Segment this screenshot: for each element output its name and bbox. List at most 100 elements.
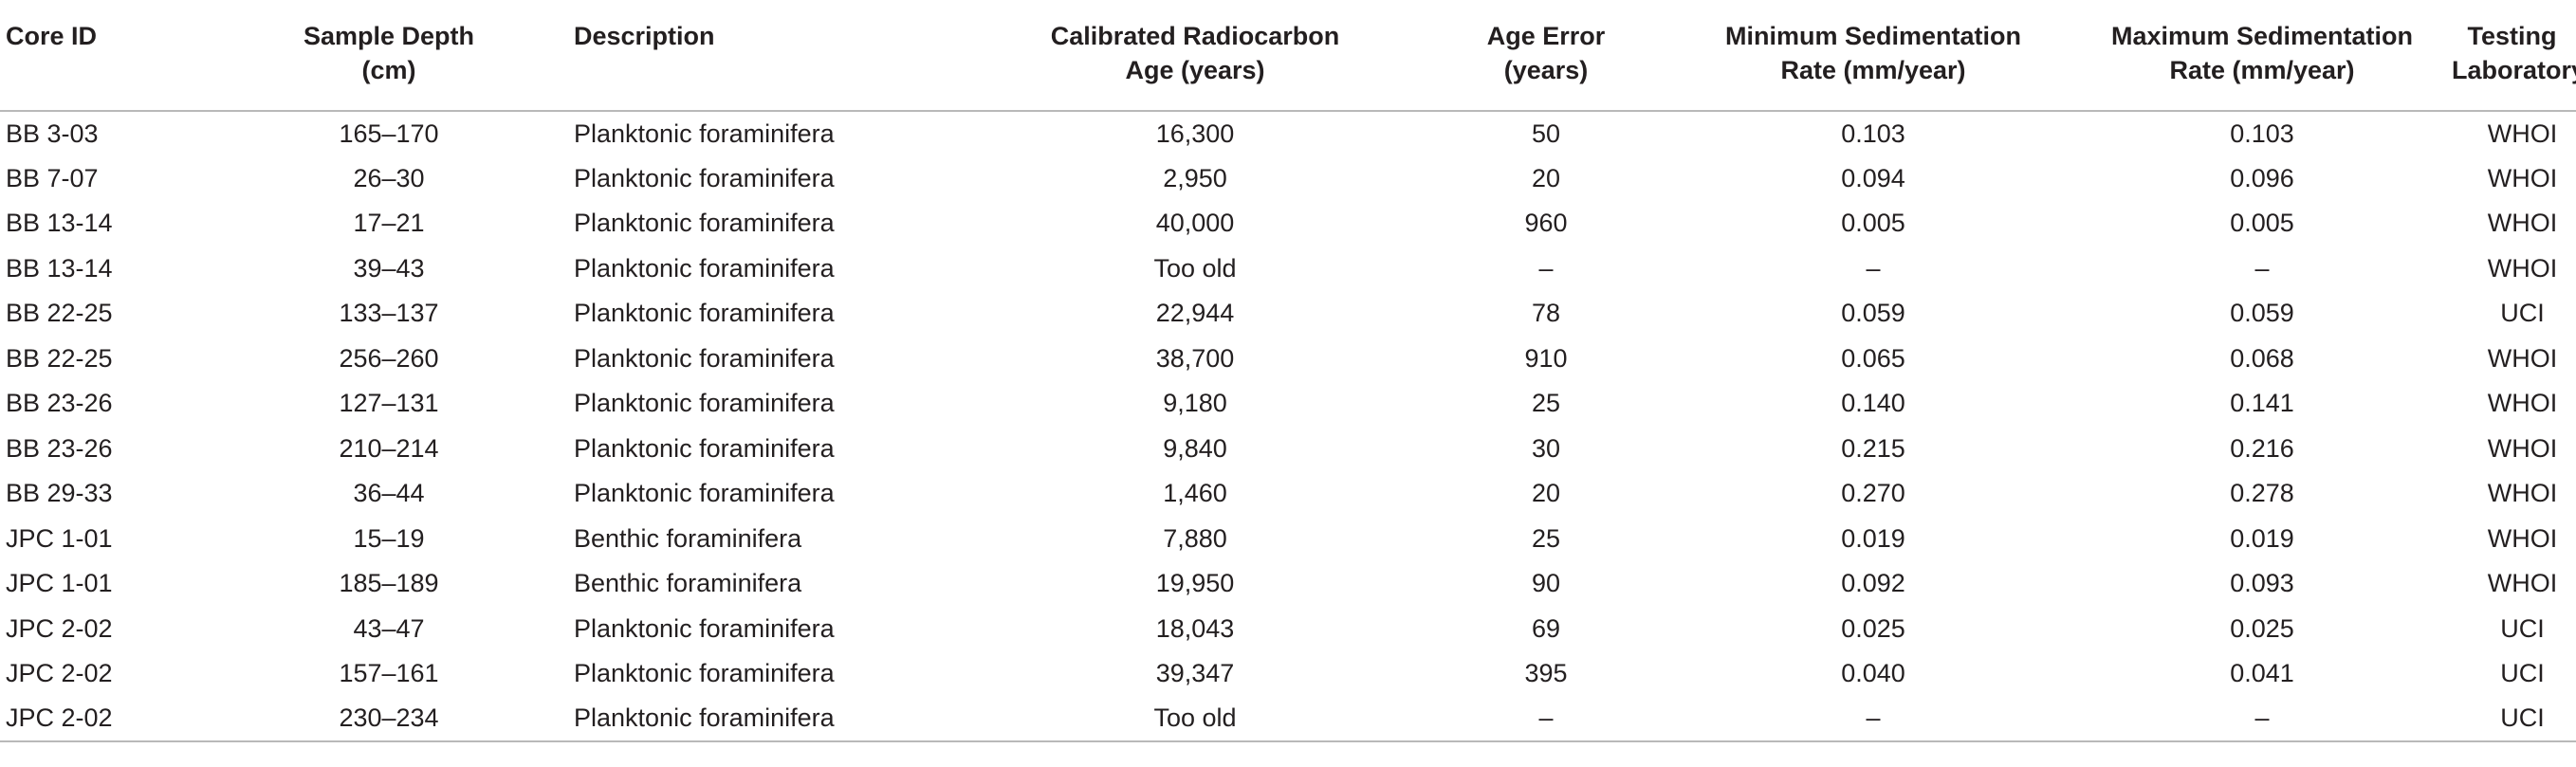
cell-description: Planktonic foraminifera [574, 389, 835, 418]
cell-sample-depth: 39–43 [353, 253, 425, 283]
cell-core-id: BB 3-03 [6, 119, 99, 148]
cell-calibrated-age: 40,000 [1155, 209, 1235, 238]
header-sample-depth-line1: Sample Depth [303, 22, 475, 50]
cell-description: Planktonic foraminifera [574, 433, 835, 463]
cell-calibrated-age: 7,880 [1163, 523, 1227, 553]
header-core-id: Core ID [0, 0, 204, 112]
cell-sample-depth: 36–44 [353, 479, 425, 508]
cell-testing-laboratory: WHOI [2487, 523, 2558, 553]
header-max-sedimentation-line1: Maximum Sedimentation [2110, 22, 2414, 50]
cell-core-id: JPC 1-01 [6, 569, 113, 598]
header-sample-depth: Sample Depth (cm) [204, 0, 574, 112]
header-age-error-line1: Age Error [1486, 22, 1606, 50]
header-testing-laboratory-line1: Testing [2467, 22, 2557, 50]
cell-sample-depth: 185–189 [339, 569, 439, 598]
cell-max-sedimentation: 0.005 [2230, 209, 2294, 238]
cell-testing-laboratory: WHOI [2487, 479, 2558, 508]
cell-core-id: BB 7-07 [6, 163, 99, 192]
header-row: Core ID Sample Depth (cm) Description Ca… [0, 0, 2576, 112]
cell-age-error: 30 [1531, 433, 1561, 463]
cell-description: Planktonic foraminifera [574, 343, 835, 373]
cell-max-sedimentation: 0.019 [2230, 523, 2294, 553]
cell-max-sedimentation: 0.025 [2230, 613, 2294, 643]
cell-core-id: JPC 2-02 [6, 659, 113, 688]
header-min-sedimentation-line2: Rate (mm/year) [1780, 56, 1966, 84]
cell-calibrated-age: 1,460 [1163, 479, 1227, 508]
header-calibrated-age: Calibrated Radiocarbon Age (years) [972, 0, 1418, 112]
header-max-sedimentation: Maximum Sedimentation Rate (mm/year) [2072, 0, 2452, 112]
cell-sample-depth: 256–260 [339, 343, 439, 373]
cell-calibrated-age: 2,950 [1163, 163, 1227, 192]
cell-age-error: 20 [1531, 163, 1561, 192]
cell-min-sedimentation: 0.005 [1841, 209, 1905, 238]
cell-testing-laboratory: WHOI [2487, 389, 2558, 418]
cell-core-id: BB 22-25 [6, 343, 113, 373]
table-row: JPC 2-02 157–161 Planktonic foraminifera 39… [0, 651, 2576, 697]
cell-min-sedimentation: 0.092 [1841, 569, 1905, 598]
cell-testing-laboratory: WHOI [2487, 569, 2558, 598]
cell-core-id: BB 23-26 [6, 433, 113, 463]
cell-calibrated-age: Too old [972, 696, 1418, 742]
table-row: BB 23-26 210–214 Planktonic foraminifera 9,… [0, 427, 2576, 472]
cell-min-sedimentation: – [1866, 253, 1881, 283]
cell-description: Planktonic foraminifera [574, 659, 835, 688]
cell-testing-laboratory: WHOI [2487, 209, 2558, 238]
cell-age-error: 78 [1531, 299, 1561, 328]
cell-max-sedimentation: 0.059 [2230, 299, 2294, 328]
cell-age-error: – [1418, 696, 1674, 742]
cell-description: Planktonic foraminifera [574, 209, 835, 238]
cell-max-sedimentation: – [2254, 253, 2270, 283]
cell-age-error: 25 [1531, 389, 1561, 418]
header-core-id-line1: Core ID [6, 22, 98, 50]
cell-core-id: BB 29-33 [6, 479, 113, 508]
cell-description: Benthic foraminifera [574, 569, 802, 598]
cell-testing-laboratory: WHOI [2487, 343, 2558, 373]
cell-calibrated-age: 9,840 [1163, 433, 1227, 463]
cell-age-error: 960 [1524, 209, 1568, 238]
cell-description: Planktonic foraminifera [574, 613, 835, 643]
cell-sample-depth: 165–170 [339, 119, 439, 148]
cell-sample-depth: 15–19 [353, 523, 425, 553]
cell-max-sedimentation: 0.216 [2230, 433, 2294, 463]
table-row: BB 13-14 17–21 Planktonic foraminifera 40,0… [0, 201, 2576, 247]
cell-max-sedimentation: 0.093 [2230, 569, 2294, 598]
header-testing-laboratory: Testing Laboratory [2452, 0, 2576, 112]
cell-core-id: BB 13-14 [6, 209, 113, 238]
cell-calibrated-age: Too old [1153, 253, 1237, 283]
table-row: BB 29-33 36–44 Planktonic foraminifera 1,46… [0, 471, 2576, 517]
cell-min-sedimentation: 0.140 [1841, 389, 1905, 418]
table-header: Core ID Sample Depth (cm) Description Ca… [0, 0, 2576, 112]
cell-max-sedimentation: – [2072, 696, 2452, 742]
cell-testing-laboratory: UCI [2500, 659, 2545, 688]
cell-max-sedimentation: 0.278 [2230, 479, 2294, 508]
cell-testing-laboratory: UCI [2500, 299, 2545, 328]
cell-sample-depth: 17–21 [353, 209, 425, 238]
cell-min-sedimentation: 0.025 [1841, 613, 1905, 643]
cell-max-sedimentation: 0.041 [2230, 659, 2294, 688]
header-min-sedimentation-line1: Minimum Sedimentation [1724, 22, 2022, 50]
cell-testing-laboratory: WHOI [2487, 163, 2558, 192]
cell-calibrated-age: 22,944 [1155, 299, 1235, 328]
table-row: BB 22-25 133–137 Planktonic foraminifera 22… [0, 291, 2576, 337]
cell-max-sedimentation: 0.141 [2230, 389, 2294, 418]
cell-description: Planktonic foraminifera [574, 479, 835, 508]
cell-sample-depth: 210–214 [339, 433, 439, 463]
table-row: JPC 1-01 15–19 Benthic foraminifera 7,880 25… [0, 517, 2576, 562]
cell-description: Planktonic foraminifera [574, 696, 972, 742]
header-calibrated-age-line1: Calibrated Radiocarbon [1050, 22, 1340, 50]
cell-min-sedimentation: – [1674, 696, 2072, 742]
cell-calibrated-age: 9,180 [1163, 389, 1227, 418]
cell-core-id: BB 13-14 [6, 253, 113, 283]
table-row: BB 7-07 26–30 Planktonic foraminifera 2,950… [0, 156, 2576, 202]
cell-min-sedimentation: 0.215 [1841, 433, 1905, 463]
cell-age-error: 69 [1531, 613, 1561, 643]
cell-age-error: 20 [1531, 479, 1561, 508]
header-testing-laboratory-line2: Laboratory [2452, 56, 2576, 84]
cell-min-sedimentation: 0.065 [1841, 343, 1905, 373]
table-row: BB 23-26 127–131 Planktonic foraminifera 9,… [0, 381, 2576, 427]
cell-max-sedimentation: 0.068 [2230, 343, 2294, 373]
cell-age-error: 910 [1524, 343, 1568, 373]
table-body: BB 3-03 165–170 Planktonic foraminifera 16,… [0, 111, 2576, 742]
cell-min-sedimentation: 0.103 [1841, 119, 1905, 148]
header-calibrated-age-line2: Age (years) [1125, 56, 1265, 84]
